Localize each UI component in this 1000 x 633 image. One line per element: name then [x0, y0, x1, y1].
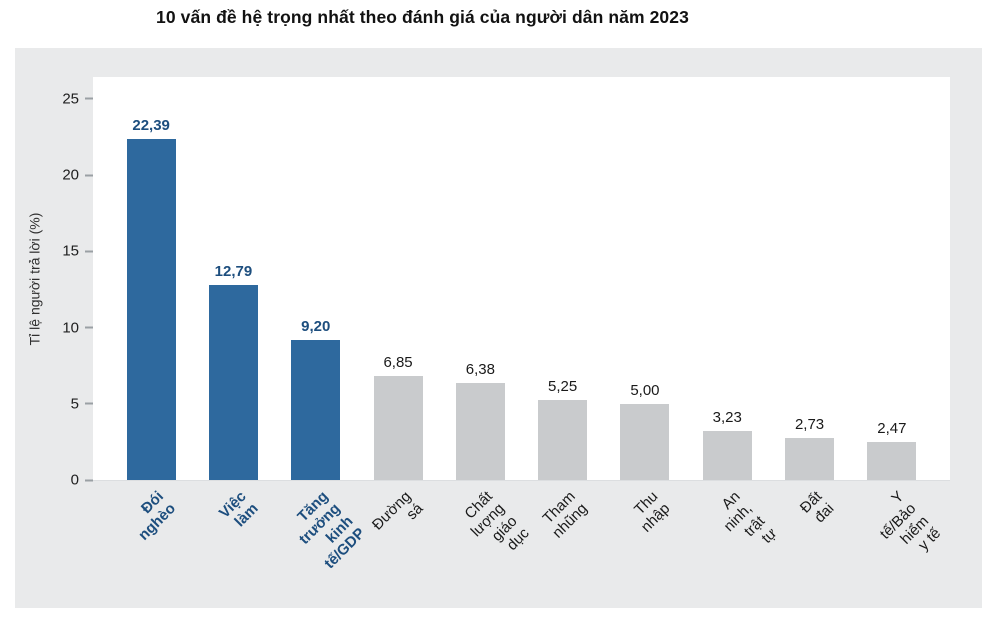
- x-category-label: An ninh, trật tự: [718, 488, 780, 547]
- chart-title: 10 vấn đề hệ trọng nhất theo đánh giá củ…: [156, 7, 689, 27]
- bar: [291, 339, 341, 480]
- bar-value-label: 2,73: [794, 416, 825, 434]
- bar-value-label: 6,85: [383, 353, 413, 371]
- y-tick: 10: [62, 319, 93, 336]
- x-category-label: Đất đai: [797, 488, 838, 527]
- y-tick-label: 10: [62, 319, 79, 337]
- y-tick-label: 25: [62, 90, 79, 108]
- bar: [126, 138, 176, 480]
- x-category-label: Chất lượng giáo dục: [461, 488, 533, 554]
- y-tick-mark: [85, 97, 93, 100]
- y-tick: 20: [62, 167, 93, 184]
- y-axis: Tỉ lệ người trả lời (%): [19, 77, 49, 480]
- y-tick-mark: [85, 402, 93, 405]
- y-tick-label: 20: [62, 166, 79, 184]
- bar: [455, 382, 505, 480]
- bar-value-label: 3,23: [712, 408, 742, 426]
- y-tick-mark: [85, 326, 93, 329]
- y-tick-mark: [85, 174, 93, 177]
- bar: [208, 285, 258, 480]
- x-category-label: Việc làm: [215, 488, 262, 531]
- plot-area: 0 5 10 15 20 25 22,39 Đói nghèo 12,79 Việc làm 9,2…: [62, 77, 950, 572]
- y-tick: 25: [62, 90, 93, 107]
- bar: [620, 403, 670, 480]
- bar: [785, 438, 835, 480]
- x-category-label: Tham nhũng: [539, 488, 591, 542]
- bar-value-label: 12,79: [214, 263, 253, 281]
- y-tick-label: 0: [70, 471, 79, 489]
- y-tick-label: 5: [70, 395, 79, 413]
- x-category-label: Tăng trưởng kinh tế/GDP: [294, 488, 369, 572]
- y-tick: 5: [71, 395, 93, 412]
- y-tick: 15: [62, 243, 93, 260]
- y-tick-mark: [85, 479, 93, 481]
- x-category-label: Thu nhập: [630, 488, 674, 536]
- bar: [373, 375, 423, 480]
- bar: [867, 442, 917, 480]
- bar-value-label: 5,00: [630, 381, 660, 399]
- bar-value-label: 5,25: [548, 377, 578, 395]
- x-category-label: Đường sá: [368, 488, 427, 534]
- bar-value-label: 9,20: [301, 317, 331, 335]
- x-category-label: Y tế/Bảo hiểm y tế: [877, 488, 945, 554]
- bar: [702, 430, 752, 480]
- chart-panel: Tỉ lệ người trả lời (%) 0 5 10 15 20 25 22,39 Đ…: [15, 48, 982, 608]
- bar-value-label: 2,47: [877, 420, 907, 438]
- x-category-label: Đói nghèo: [135, 488, 180, 545]
- y-axis-label: Tỉ lệ người trả lời (%): [26, 212, 43, 345]
- y-tick-mark: [85, 250, 93, 253]
- y-tick: 0: [71, 472, 93, 489]
- bar: [538, 399, 588, 480]
- bar-value-label: 22,39: [132, 116, 170, 134]
- y-tick-label: 15: [62, 242, 79, 260]
- bar-value-label: 6,38: [465, 360, 495, 378]
